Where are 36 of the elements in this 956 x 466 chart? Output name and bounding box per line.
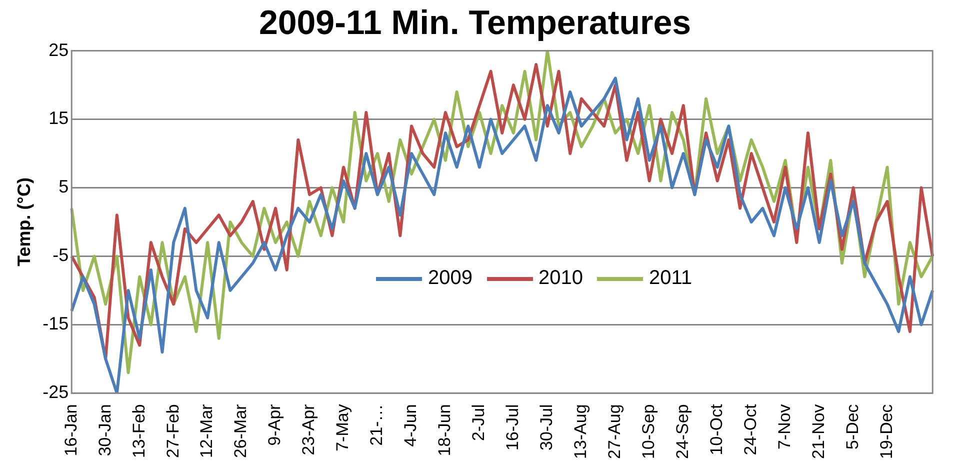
x-tick-label: 16-Jul — [503, 404, 522, 450]
y-tick-label: 25 — [48, 40, 69, 60]
x-tick-label: 5-Dec — [842, 404, 862, 450]
x-tick-label: 16-Jan — [61, 404, 80, 456]
chart-title: 2009-11 Min. Temperatures — [258, 4, 692, 42]
x-tick-label: 27-Feb — [163, 404, 182, 458]
x-tick-label: 24-Oct — [741, 404, 760, 456]
x-tick-label: 13-Aug — [571, 404, 590, 460]
x-tick-label: 7-May — [333, 404, 352, 452]
x-tick-label: 27-Aug — [605, 404, 624, 460]
legend-label: 2011 — [649, 267, 692, 290]
y-tick-label: 5 — [58, 176, 69, 197]
x-tick-label: 24-Sep — [673, 404, 692, 460]
x-tick-label: 26-Mar — [231, 404, 250, 458]
x-tick-label: 12-Mar — [197, 404, 216, 458]
x-tick-label: 2-Jul — [469, 404, 488, 442]
x-tick-label: 18-Jun — [435, 404, 454, 456]
x-tick-label: 10-Oct — [707, 404, 726, 456]
legend-label: 2009 — [428, 267, 472, 290]
x-tick-label: 30-Jul — [537, 404, 556, 450]
x-tick-label: 23-Apr — [299, 404, 318, 456]
x-tick-label: 19-Dec — [876, 404, 896, 459]
x-tick-label: 4-Jun — [401, 404, 420, 447]
y-tick-label: 15 — [48, 108, 69, 128]
x-tick-label: 21-… — [367, 404, 386, 446]
x-tick-label: 21-Nov — [809, 404, 828, 459]
x-tick-label: 7-Nov — [775, 404, 794, 450]
x-tick-label: 9-Apr — [265, 404, 284, 446]
y-tick-label: -15 — [42, 314, 69, 334]
x-tick-label: 10-Sep — [639, 404, 658, 460]
x-tick-label: 30-Jan — [95, 404, 114, 456]
x-tick-label: 13-Feb — [129, 404, 148, 458]
legend-label: 2010 — [538, 267, 583, 290]
y-tick-label: -5 — [52, 245, 69, 266]
y-axis-title: Temp. (°C) — [14, 178, 34, 266]
y-tick-label: -25 — [42, 382, 69, 402]
